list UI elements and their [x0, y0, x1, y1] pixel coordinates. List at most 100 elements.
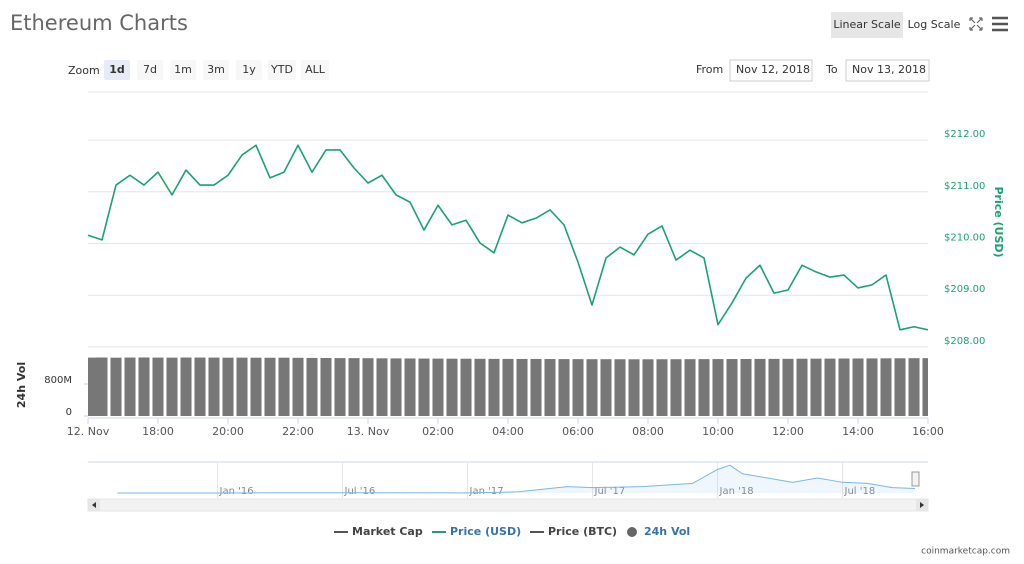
volume-bar	[740, 359, 752, 416]
navigator-tick-label: Jan '18	[719, 486, 754, 497]
fullscreen-icon[interactable]	[969, 17, 983, 31]
zoom-button[interactable]	[170, 60, 196, 80]
scroll-left-arrow	[92, 502, 96, 508]
legend-symbol	[627, 527, 637, 537]
volume-bar	[348, 358, 360, 416]
volume-bar	[236, 357, 248, 416]
volume-bar	[208, 357, 220, 416]
volume-bar	[880, 358, 892, 416]
volume-bar	[194, 357, 206, 416]
volume-bar	[614, 359, 626, 416]
zoom-button[interactable]	[137, 60, 163, 80]
scale-button[interactable]	[905, 12, 963, 38]
zoom-button-label: 1y	[242, 63, 256, 76]
x-tick-label: 22:00	[282, 425, 314, 438]
volume-bar	[572, 359, 584, 416]
from-input[interactable]	[729, 59, 813, 82]
chart-title: Ethereum Charts	[10, 11, 188, 35]
volume-bar	[110, 357, 122, 416]
volume-bar	[180, 357, 192, 416]
volume-bar	[306, 357, 318, 416]
volume-bar	[278, 357, 290, 416]
navigator-line	[117, 464, 916, 494]
to-label: To	[825, 63, 838, 76]
y-axis-title: Price (USD)	[992, 186, 1005, 257]
from-label: From	[696, 63, 723, 76]
volume-bar	[334, 358, 346, 416]
scale-button[interactable]	[831, 12, 903, 38]
volume-bar	[320, 358, 332, 416]
zoom-button-label: ALL	[305, 63, 326, 76]
x-tick-label: 06:00	[562, 425, 594, 438]
navigator-area	[117, 465, 915, 493]
navigator-handle[interactable]	[911, 471, 920, 487]
y-tick-label: $212.00	[944, 129, 985, 140]
volume-bar	[852, 358, 864, 416]
volume-bar	[404, 358, 416, 416]
volume-bar	[866, 358, 878, 416]
zoom-button[interactable]	[268, 60, 296, 80]
credit: coinmarketcap.com	[921, 547, 1010, 557]
volume-bar	[922, 358, 928, 416]
volume-bar	[908, 358, 920, 416]
scroll-right-arrow	[920, 502, 924, 508]
zoom-button[interactable]	[104, 60, 130, 80]
volume-bar	[88, 357, 100, 416]
scale-button-label: Log Scale	[908, 18, 961, 31]
volume-bar	[502, 358, 514, 416]
volume-bar	[894, 358, 906, 416]
volume-bar	[488, 358, 500, 416]
menu-icon[interactable]	[992, 16, 1008, 32]
volume-bar	[250, 357, 262, 416]
x-tick-label: 02:00	[422, 425, 454, 438]
to-input[interactable]	[845, 59, 930, 82]
scrollbar[interactable]	[87, 498, 929, 512]
zoom-button-label: YTD	[270, 63, 293, 76]
to-value: Nov 13, 2018	[852, 63, 926, 76]
legend-label[interactable]: Price (BTC)	[548, 525, 617, 538]
zoom-button-label: 1m	[174, 63, 192, 76]
volume-bar	[362, 358, 374, 416]
volume-bar	[418, 358, 430, 416]
volume-bar	[586, 359, 598, 416]
volume-bar	[810, 358, 822, 416]
price-line	[87, 144, 929, 331]
volume-bar	[390, 358, 402, 416]
x-tick-label: 08:00	[632, 425, 664, 438]
y-axis-title: 24h Vol	[15, 362, 28, 408]
volume-bar	[824, 358, 836, 416]
volume-bar	[684, 359, 696, 416]
y-tick-label: $211.00	[944, 181, 985, 192]
x-tick-label: 16:00	[912, 425, 944, 438]
zoom-button[interactable]	[301, 60, 329, 80]
legend-label[interactable]: 24h Vol	[644, 525, 690, 538]
x-tick-label: 13. Nov	[347, 425, 390, 438]
volume-bar	[166, 357, 178, 416]
navigator-tick-label: Jul '18	[844, 486, 876, 497]
volume-bar	[698, 359, 710, 416]
x-tick-label: 04:00	[492, 425, 524, 438]
volume-bar	[544, 359, 556, 416]
x-tick-label: 10:00	[702, 425, 734, 438]
zoom-button[interactable]	[203, 60, 229, 80]
volume-bar	[516, 358, 528, 416]
navigator-tick-label: Jul '16	[344, 486, 376, 497]
volume-bar	[628, 359, 640, 416]
volume-bar	[726, 359, 738, 416]
volume-bar	[292, 357, 304, 416]
volume-bar	[446, 358, 458, 416]
legend-label[interactable]: Price (USD)	[450, 525, 521, 538]
volume-bar	[656, 359, 668, 416]
zoom-button[interactable]	[236, 60, 262, 80]
navigator-tick-label: Jan '16	[219, 486, 254, 497]
volume-bar	[460, 358, 472, 416]
x-tick-label: 12. Nov	[67, 425, 110, 438]
volume-bar	[264, 357, 276, 416]
x-tick-label: 12:00	[772, 425, 804, 438]
legend-label[interactable]: Market Cap	[352, 525, 423, 538]
y-tick-label: 800M	[44, 375, 72, 386]
zoom-button-label: 7d	[143, 63, 157, 76]
y-tick-label: $208.00	[944, 336, 985, 347]
